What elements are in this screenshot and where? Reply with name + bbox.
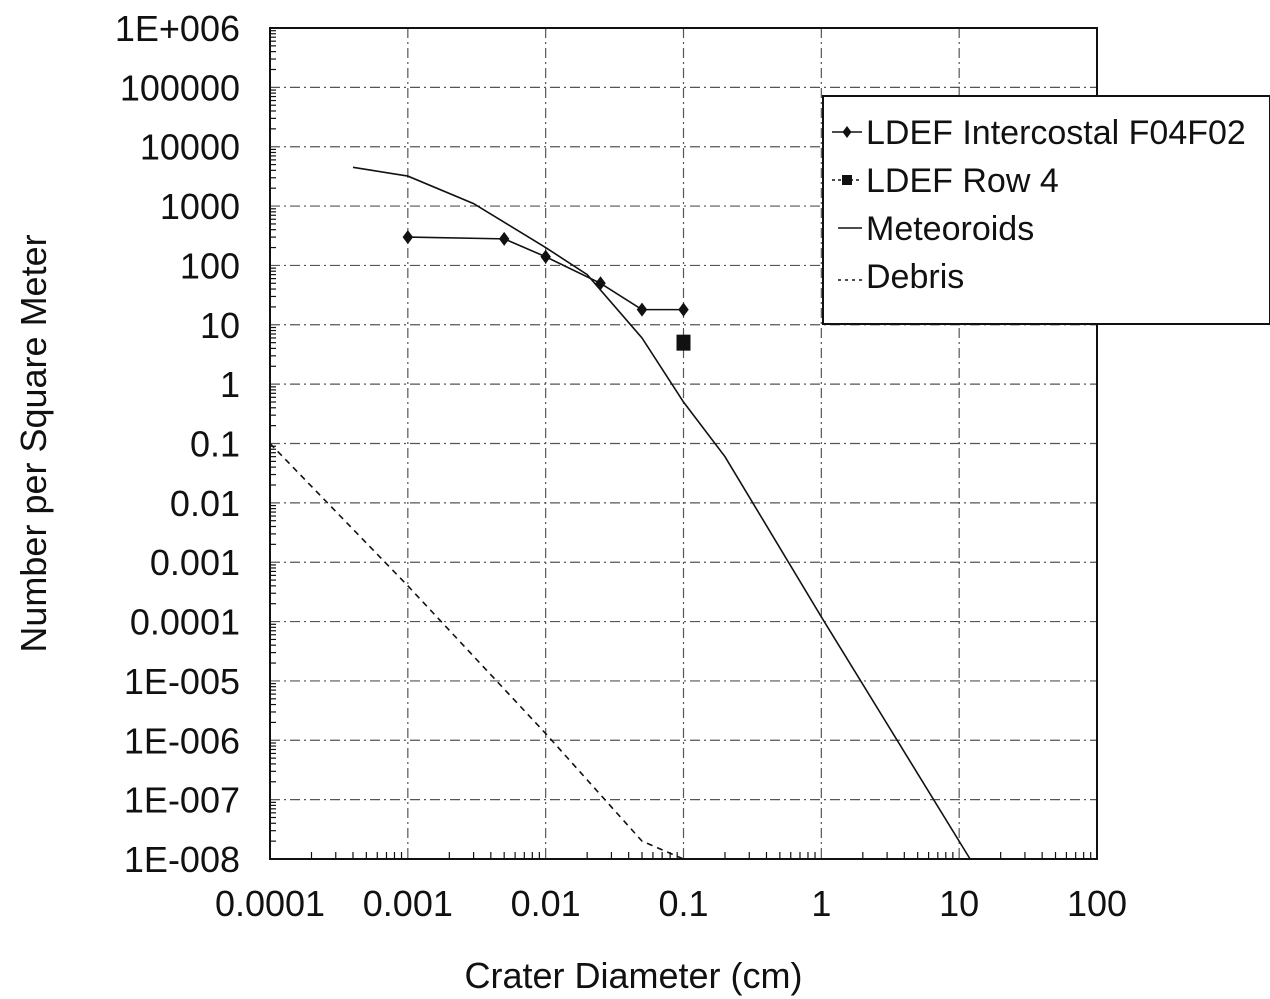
legend-entry: LDEF Intercostal F04F02 (832, 114, 1246, 152)
legend-label: LDEF Row 4 (866, 162, 1059, 200)
legend-label: Debris (866, 258, 964, 296)
y-tick-label: 100 (180, 245, 240, 286)
y-tick-label: 1E-006 (124, 720, 240, 761)
y-tick-label: 1000 (160, 186, 240, 227)
y-tick-label: 1E-008 (124, 839, 240, 880)
plot-frame (269, 27, 1098, 860)
data-point-diamond (540, 249, 551, 264)
legend-entry: LDEF Row 4 (832, 162, 1059, 200)
data-point-diamond (402, 230, 414, 245)
data-point-diamond (678, 302, 689, 317)
series-line (407, 236, 684, 311)
legend-swatch-marker (842, 175, 852, 185)
y-tick-label: 10000 (140, 127, 240, 168)
series-line (269, 442, 684, 860)
y-tick-label: 10 (200, 305, 240, 346)
legend-entry: Meteoroids (838, 210, 1034, 248)
legend-swatch-marker (842, 126, 852, 138)
y-tick-label: 1 (220, 364, 240, 405)
data-point-square (676, 334, 691, 351)
legend: LDEF Intercostal F04F02 LDEF Row 4 Meteoro… (822, 95, 1270, 325)
y-tick-label: 100000 (120, 67, 240, 108)
legend-label: Meteoroids (866, 210, 1034, 248)
y-tick-labels: 1E-008 1E-007 1E-006 1E-005 0.0001 0.001 0.01 0… (115, 8, 240, 880)
series-debris (269, 442, 684, 860)
x-tick-label: 0.001 (363, 883, 453, 924)
series-ldef-row-4 (676, 334, 691, 351)
y-tick-label: 0.0001 (130, 602, 240, 643)
legend-entry: Debris (838, 258, 964, 296)
data-point-diamond (498, 231, 510, 246)
y-tick-label: 0.001 (150, 542, 240, 583)
x-tick-label: 0.1 (658, 883, 708, 924)
series-line (352, 166, 971, 860)
x-tick-labels: 0.0001 0.001 0.01 0.1 1 10 100 (215, 883, 1127, 924)
series-ldef-intercostal-f04f02 (402, 230, 689, 317)
data-point-diamond (636, 302, 648, 317)
y-tick-label: 0.01 (170, 483, 240, 524)
y-tick-label: 1E-007 (124, 780, 240, 821)
y-tick-label: 1E+006 (115, 8, 240, 49)
y-tick-label: 1E-005 (124, 661, 240, 702)
data-point-diamond (595, 276, 606, 291)
x-tick-label: 1 (811, 883, 831, 924)
x-tick-label: 0.0001 (215, 883, 325, 924)
y-axis-title: Number per Square Meter (13, 234, 54, 652)
x-axis-title: Crater Diameter (cm) (464, 955, 802, 996)
y-tick-label: 0.1 (190, 424, 240, 465)
x-tick-label: 100 (1067, 883, 1127, 924)
series-meteoroids (352, 166, 971, 860)
legend-box (822, 95, 1270, 325)
x-tick-label: 10 (939, 883, 979, 924)
x-tick-label: 0.01 (511, 883, 581, 924)
series-layer (269, 166, 971, 860)
legend-label: LDEF Intercostal F04F02 (866, 114, 1246, 152)
